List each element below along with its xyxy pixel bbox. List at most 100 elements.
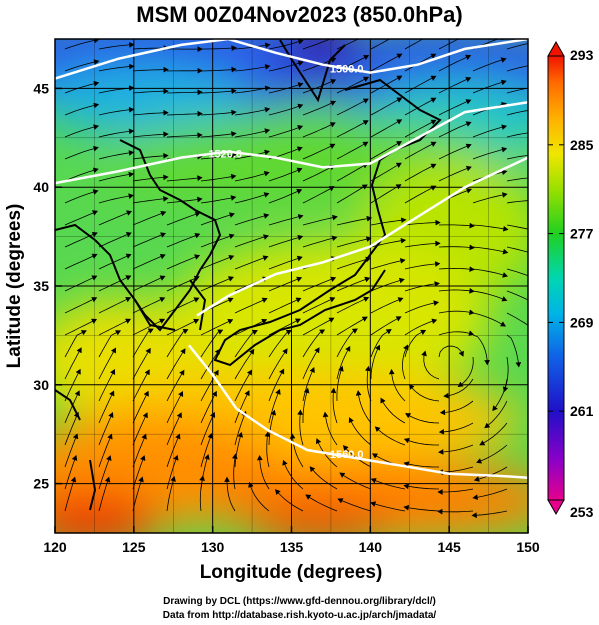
streamline-arrow xyxy=(93,124,100,130)
streamline xyxy=(473,488,508,499)
streamline-arrow xyxy=(128,193,134,199)
streamline-arrow xyxy=(331,235,338,241)
streamline xyxy=(98,391,115,424)
contour-labels: 1500.0 1520.0 1560.0 xyxy=(208,64,363,461)
streamline-arrow xyxy=(92,189,99,195)
streamline-arrow xyxy=(465,77,472,83)
streamline-arrow xyxy=(355,390,362,396)
streamline-arrow xyxy=(329,143,336,149)
streamline-arrow xyxy=(430,97,437,103)
streamline xyxy=(302,122,336,138)
streamline-arrow xyxy=(405,413,411,419)
streamline-arrow xyxy=(178,390,184,397)
streamline xyxy=(336,76,369,94)
streamline xyxy=(98,151,134,160)
streamline-arrow xyxy=(352,328,358,334)
streamline-arrow xyxy=(438,429,445,435)
streamline xyxy=(132,69,168,72)
streamline xyxy=(370,297,403,314)
streamline xyxy=(404,163,436,182)
streamline xyxy=(438,444,474,453)
streamline-arrow xyxy=(465,33,470,37)
streamline xyxy=(506,110,528,116)
streamline xyxy=(366,366,372,402)
streamline xyxy=(472,193,507,204)
streamline xyxy=(200,319,233,336)
streamline xyxy=(200,111,236,116)
streamline-arrow xyxy=(396,53,403,59)
streamline-arrow xyxy=(396,162,402,168)
streamline xyxy=(302,216,338,226)
streamline xyxy=(370,219,406,226)
streamline-arrow xyxy=(433,300,440,306)
y-tick-label: 25 xyxy=(33,476,49,492)
streamline-arrow xyxy=(363,55,370,60)
streamline xyxy=(302,367,315,402)
streamline xyxy=(472,80,507,94)
streamline xyxy=(98,130,134,138)
streamline-arrow xyxy=(403,483,410,490)
streamline-arrow xyxy=(362,141,369,147)
streamline xyxy=(268,297,301,314)
streamline-arrow xyxy=(396,119,403,125)
streamline xyxy=(200,370,219,402)
streamline-arrow xyxy=(228,276,234,282)
streamline xyxy=(166,255,200,270)
streamline-arrow xyxy=(163,153,169,159)
streamline-arrow xyxy=(397,297,404,303)
streamline xyxy=(405,413,440,424)
streamline-arrow xyxy=(289,433,296,439)
streamline-arrow xyxy=(403,344,409,351)
streamline-arrow xyxy=(469,266,475,272)
streamline xyxy=(404,330,426,358)
streamline-arrow xyxy=(257,454,263,461)
streamline xyxy=(132,90,168,94)
streamline-arrow xyxy=(227,297,234,303)
streamline xyxy=(371,478,406,490)
streamline xyxy=(336,237,371,248)
streamline-arrow xyxy=(210,411,216,418)
streamline-arrow xyxy=(297,146,303,152)
streamline-arrow xyxy=(342,445,349,451)
streamline xyxy=(199,476,204,512)
streamline xyxy=(268,348,288,380)
streamline xyxy=(404,119,436,138)
streamline-arrow xyxy=(93,146,99,152)
streamline-arrow xyxy=(322,411,329,418)
streamline-arrow xyxy=(389,368,395,375)
streamline-arrow xyxy=(476,458,482,464)
streamline xyxy=(98,195,134,204)
streamline-arrow xyxy=(263,234,269,240)
streamline-arrow xyxy=(296,167,303,173)
streamline xyxy=(234,172,270,182)
streamline xyxy=(166,297,199,314)
streamline xyxy=(339,472,372,490)
streamline xyxy=(132,112,168,116)
streamline xyxy=(439,422,474,433)
streamline-arrow xyxy=(128,63,135,70)
streamline-arrow xyxy=(231,109,237,116)
streamline-arrow xyxy=(374,426,381,432)
streamline xyxy=(291,434,304,468)
streamline-arrow xyxy=(484,422,490,429)
streamline xyxy=(200,433,213,468)
streamline xyxy=(234,193,269,204)
streamline-arrow xyxy=(399,277,405,284)
colorbar-tick-label: 285 xyxy=(570,137,594,153)
streamline xyxy=(302,329,325,358)
streamline xyxy=(268,330,292,358)
streamline-arrow xyxy=(228,233,235,239)
streamline-arrow xyxy=(126,232,132,238)
streamline xyxy=(438,345,464,358)
streamline-arrow xyxy=(434,261,441,267)
streamline-arrow xyxy=(212,390,217,397)
streamline xyxy=(438,224,475,227)
y-tick-label: 40 xyxy=(33,179,49,195)
streamline xyxy=(98,275,131,292)
streamline xyxy=(226,477,236,512)
streamline xyxy=(98,455,111,490)
x-tick-label: 140 xyxy=(359,539,383,555)
streamline-arrow xyxy=(163,110,169,116)
streamline xyxy=(332,388,338,424)
streamline xyxy=(404,462,439,468)
